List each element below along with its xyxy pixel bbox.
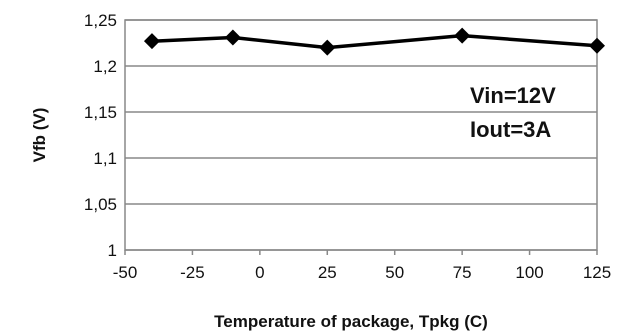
data-point-diamond — [224, 29, 241, 46]
data-point-diamond — [454, 27, 471, 44]
series-markers — [143, 27, 605, 56]
x-tick-label: 25 — [318, 263, 337, 282]
series-line — [151, 33, 598, 50]
annotation-iout: Iout=3A — [470, 117, 551, 142]
y-tick-label: 1,1 — [93, 149, 117, 168]
x-tick-label: 125 — [583, 263, 611, 282]
data-point-diamond — [319, 39, 336, 56]
y-tick-label: 1,15 — [84, 103, 117, 122]
data-point-diamond — [143, 33, 160, 50]
y-axis-title: Vfb (V) — [30, 108, 49, 163]
x-tick-labels: -50 -25 0 25 50 75 100 125 — [113, 263, 611, 282]
plot-area-frame — [124, 19, 598, 251]
x-tick-marks — [124, 250, 598, 255]
x-tick-label: 100 — [515, 263, 543, 282]
x-tick-label: 75 — [453, 263, 472, 282]
y-tick-labels: 1 1,05 1,1 1,15 1,2 1,25 — [84, 11, 117, 260]
y-tick-label: 1 — [108, 241, 117, 260]
x-axis-title: Temperature of package, Tpkg (C) — [214, 312, 488, 331]
annotation-vin: Vin=12V — [470, 83, 556, 108]
x-tick-label: 0 — [255, 263, 264, 282]
data-point-diamond — [589, 37, 605, 54]
x-tick-label: 50 — [385, 263, 404, 282]
x-tick-label: -50 — [113, 263, 138, 282]
y-tick-label: 1,25 — [84, 11, 117, 30]
y-tick-label: 1,2 — [93, 57, 117, 76]
x-tick-label: -25 — [180, 263, 205, 282]
y-tick-label: 1,05 — [84, 195, 117, 214]
